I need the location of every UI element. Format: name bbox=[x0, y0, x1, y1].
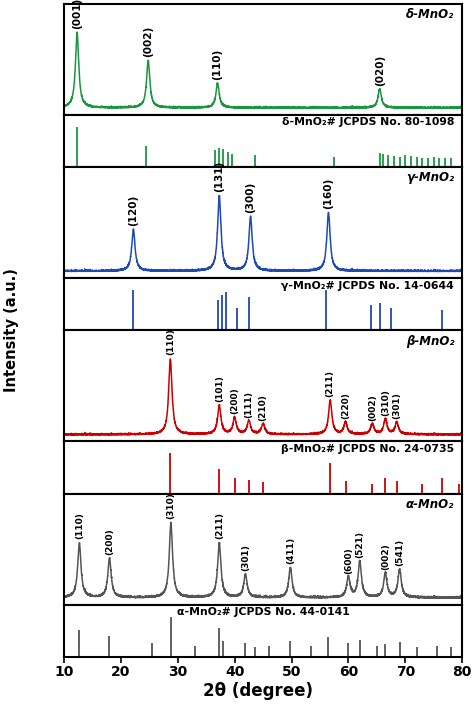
Text: γ-MnO₂# JCPDS No. 14-0644: γ-MnO₂# JCPDS No. 14-0644 bbox=[282, 281, 454, 291]
Text: (002): (002) bbox=[381, 543, 390, 570]
Text: (541): (541) bbox=[395, 539, 404, 566]
Text: α-MnO₂: α-MnO₂ bbox=[406, 498, 454, 511]
Text: (120): (120) bbox=[128, 195, 138, 225]
Text: (001): (001) bbox=[72, 0, 82, 29]
Text: (310): (310) bbox=[166, 492, 175, 518]
Text: (101): (101) bbox=[215, 376, 224, 402]
Text: γ-MnO₂: γ-MnO₂ bbox=[406, 172, 454, 185]
Text: β-MnO₂: β-MnO₂ bbox=[406, 335, 454, 348]
Text: (301): (301) bbox=[241, 544, 250, 571]
Text: (300): (300) bbox=[246, 182, 255, 213]
Text: (600): (600) bbox=[344, 547, 353, 574]
Text: (110): (110) bbox=[75, 513, 84, 539]
Text: 2θ (degree): 2θ (degree) bbox=[203, 681, 313, 700]
Text: (111): (111) bbox=[245, 391, 253, 417]
Text: (002): (002) bbox=[143, 26, 153, 57]
Text: δ-MnO₂# JCPDS No. 80-1098: δ-MnO₂# JCPDS No. 80-1098 bbox=[282, 117, 454, 127]
Text: (301): (301) bbox=[392, 392, 401, 419]
Text: δ-MnO₂: δ-MnO₂ bbox=[406, 8, 454, 21]
Text: (211): (211) bbox=[326, 370, 335, 397]
Text: (210): (210) bbox=[259, 393, 267, 421]
Text: (310): (310) bbox=[381, 389, 390, 416]
Text: (521): (521) bbox=[356, 531, 364, 559]
Text: Intensity (a.u.): Intensity (a.u.) bbox=[4, 269, 19, 392]
Text: β-MnO₂# JCPDS No. 24-0735: β-MnO₂# JCPDS No. 24-0735 bbox=[281, 444, 454, 454]
Text: (110): (110) bbox=[166, 328, 175, 355]
Text: (131): (131) bbox=[214, 161, 224, 192]
Text: (411): (411) bbox=[286, 537, 295, 564]
Text: (020): (020) bbox=[374, 55, 385, 85]
Text: (110): (110) bbox=[212, 49, 223, 80]
Text: (002): (002) bbox=[368, 393, 377, 421]
Text: (220): (220) bbox=[341, 392, 350, 419]
Text: (200): (200) bbox=[105, 528, 114, 555]
Text: α-MnO₂# JCPDS No. 44-0141: α-MnO₂# JCPDS No. 44-0141 bbox=[177, 607, 349, 617]
Text: (160): (160) bbox=[323, 177, 334, 209]
Text: (211): (211) bbox=[215, 513, 224, 539]
Text: (200): (200) bbox=[230, 388, 239, 414]
